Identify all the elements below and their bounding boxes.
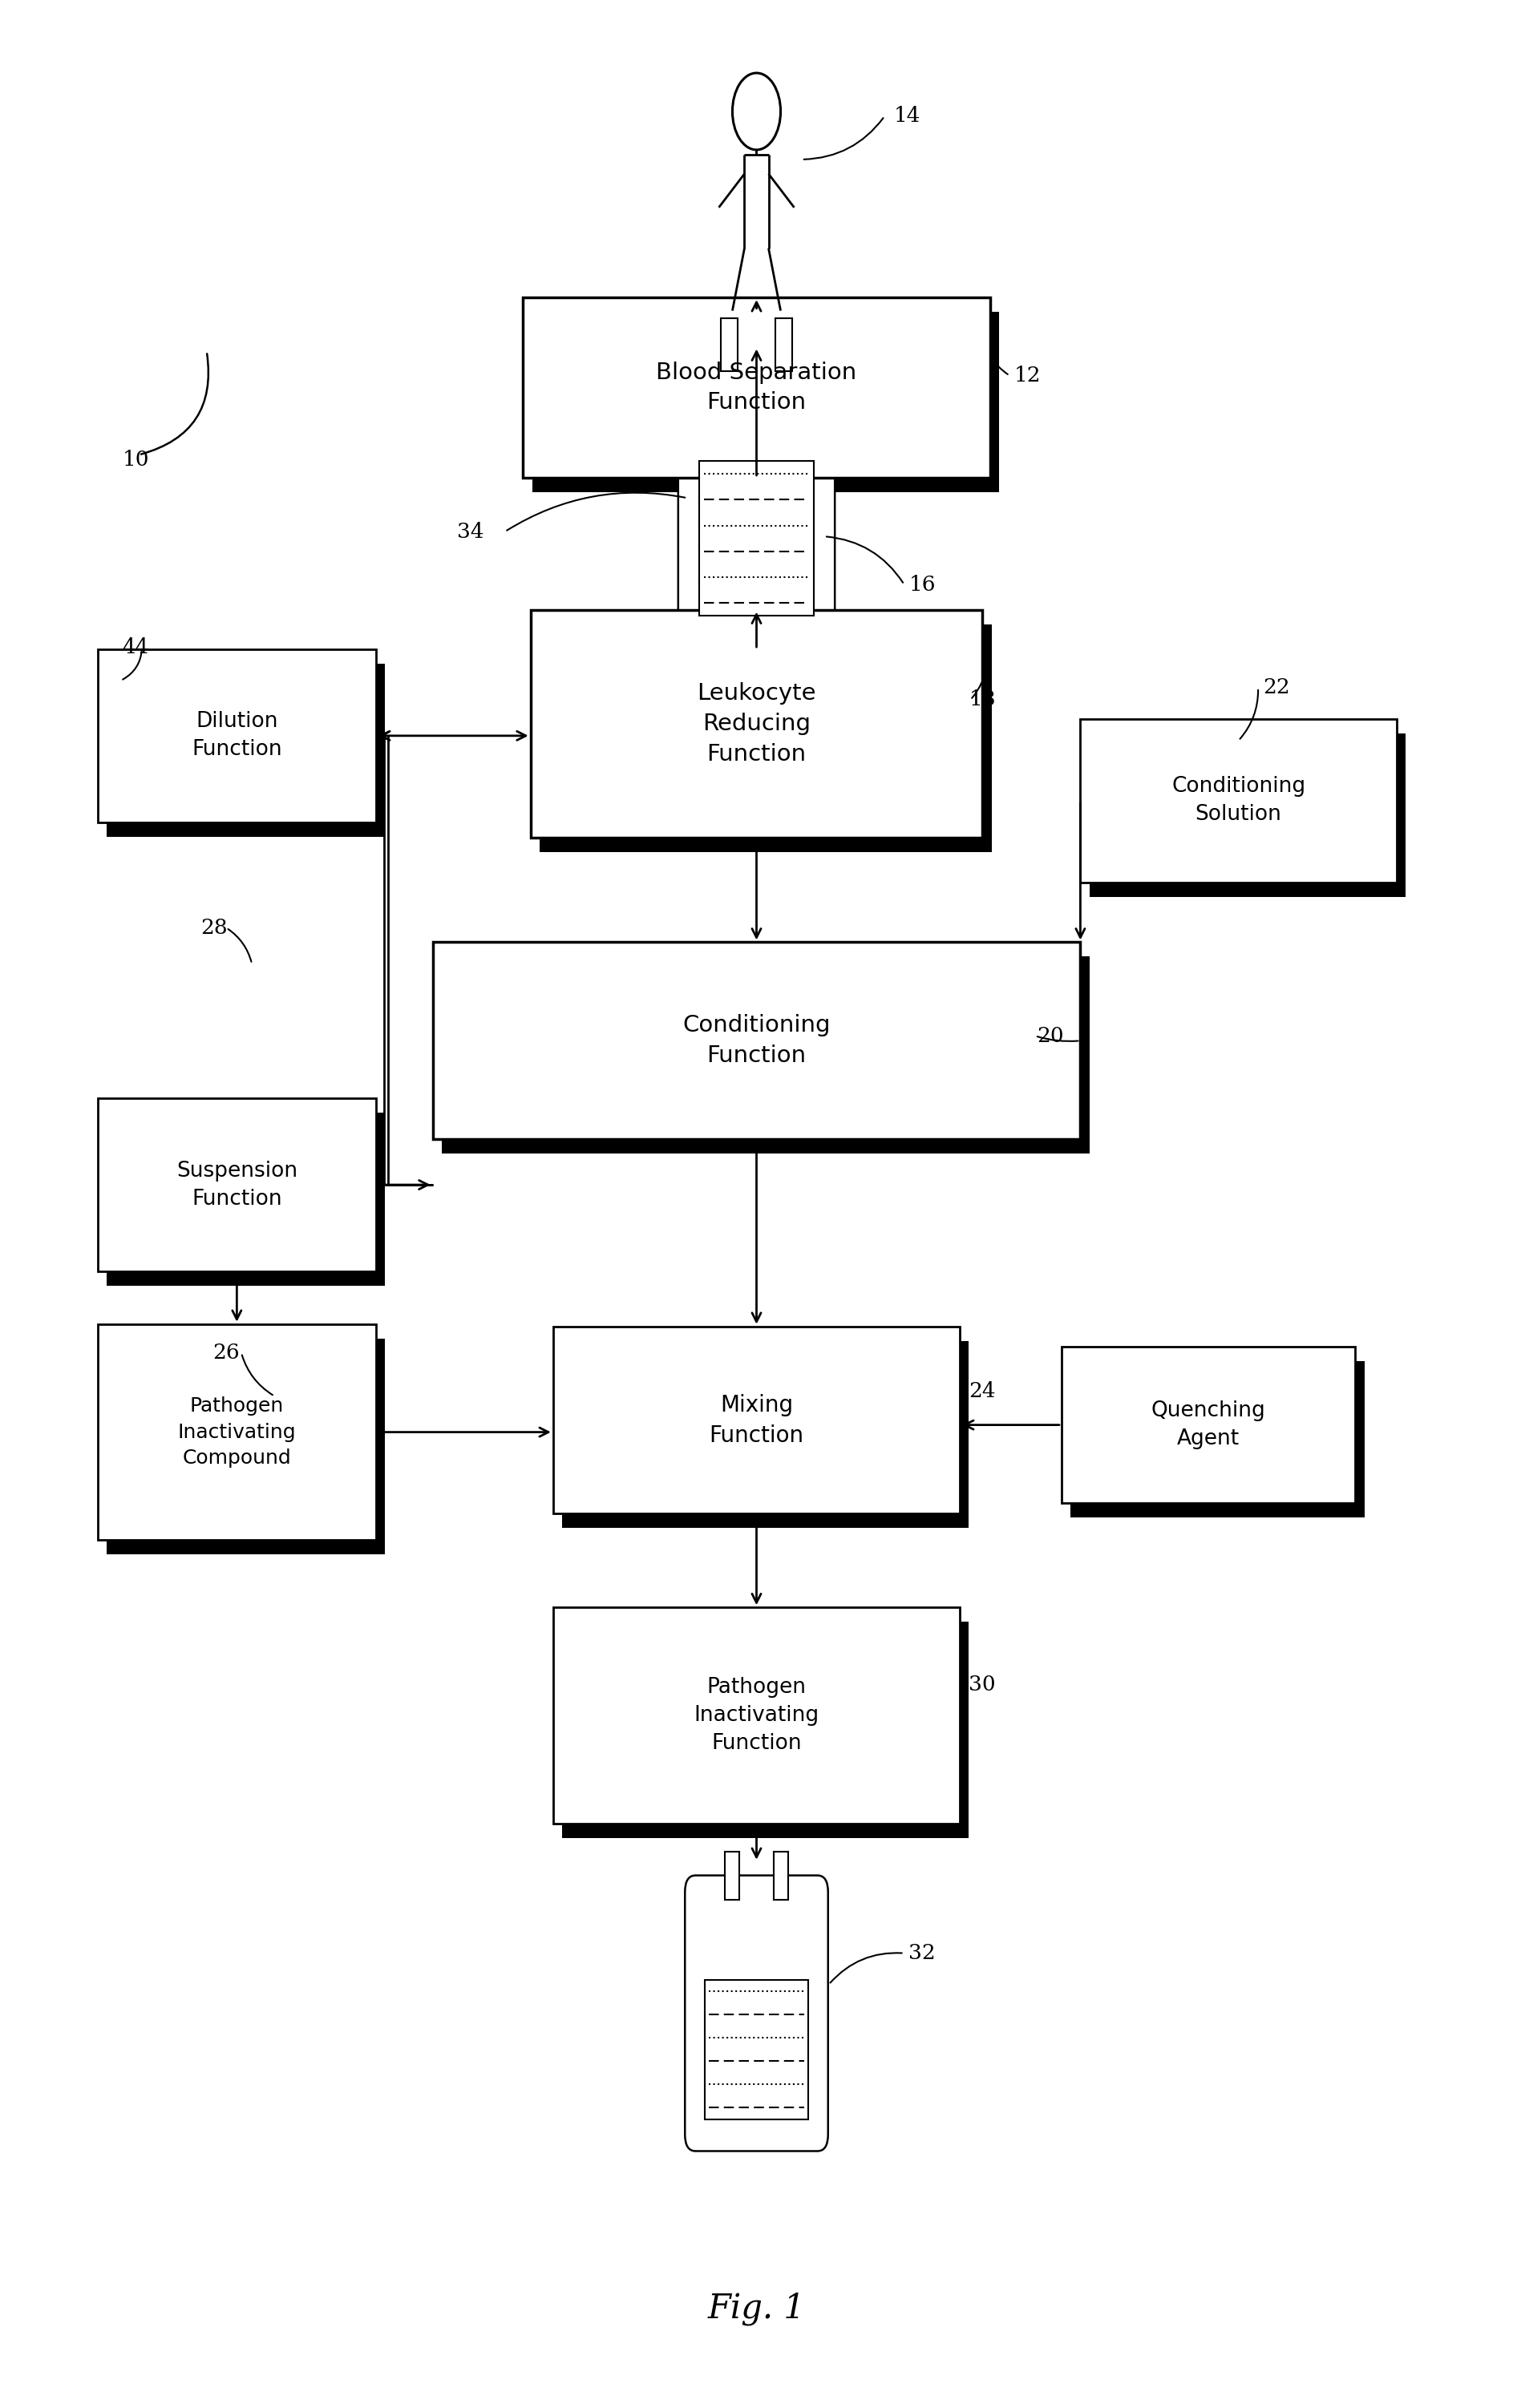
Bar	[106, 665, 386, 836]
Text: 34: 34	[457, 523, 484, 542]
Text: 32: 32	[909, 1943, 935, 1963]
Text: Dilution
Function: Dilution Function	[192, 710, 281, 761]
Bar	[775, 318, 791, 371]
Text: 12: 12	[1014, 366, 1041, 385]
Bar	[563, 1623, 968, 1837]
Text: Conditioning
Solution: Conditioning Solution	[1171, 775, 1306, 826]
Text: 22: 22	[1263, 677, 1289, 698]
Bar	[699, 460, 814, 616]
Bar	[1062, 1346, 1356, 1503]
Bar	[540, 624, 991, 852]
Text: Fig. 1: Fig. 1	[708, 2292, 805, 2326]
Bar	[106, 1112, 386, 1286]
Bar	[725, 1852, 740, 1900]
Bar	[442, 956, 1089, 1153]
Bar	[554, 1609, 959, 1823]
Text: 18: 18	[968, 689, 996, 710]
Bar	[554, 1327, 959, 1515]
Bar	[97, 1098, 377, 1271]
Text: Quenching
Agent: Quenching Agent	[1151, 1401, 1265, 1450]
Bar	[705, 1979, 808, 2119]
Bar	[1071, 1361, 1365, 1517]
FancyBboxPatch shape	[685, 1876, 828, 2150]
Bar	[97, 650, 377, 821]
Text: Pathogen
Inactivating
Function: Pathogen Inactivating Function	[694, 1676, 819, 1753]
Text: 26: 26	[213, 1344, 239, 1363]
Bar	[773, 1852, 788, 1900]
Text: 44: 44	[123, 636, 150, 657]
Bar	[722, 318, 738, 371]
Text: Suspension
Function: Suspension Function	[176, 1161, 298, 1209]
Text: 30: 30	[968, 1674, 996, 1695]
Bar	[1080, 720, 1396, 881]
Bar	[563, 1341, 968, 1529]
Bar	[433, 942, 1080, 1139]
Text: 20: 20	[1036, 1026, 1064, 1045]
Text: Blood Separation
Function: Blood Separation Function	[657, 361, 856, 414]
Text: 28: 28	[201, 917, 227, 937]
Text: 24: 24	[968, 1382, 996, 1401]
Text: Mixing
Function: Mixing Function	[710, 1394, 803, 1447]
Text: 10: 10	[123, 450, 150, 470]
Bar	[97, 1324, 377, 1541]
Bar	[531, 609, 982, 838]
Text: Leukocyte
Reducing
Function: Leukocyte Reducing Function	[697, 681, 816, 766]
Text: 14: 14	[894, 106, 920, 125]
FancyBboxPatch shape	[678, 347, 835, 650]
Bar	[106, 1339, 386, 1556]
Bar	[1089, 734, 1406, 896]
Text: Pathogen
Inactivating
Compound: Pathogen Inactivating Compound	[177, 1397, 297, 1469]
Text: 16: 16	[909, 576, 935, 595]
Bar	[523, 299, 990, 477]
Bar	[533, 313, 999, 491]
Text: Conditioning
Function: Conditioning Function	[682, 1014, 831, 1067]
